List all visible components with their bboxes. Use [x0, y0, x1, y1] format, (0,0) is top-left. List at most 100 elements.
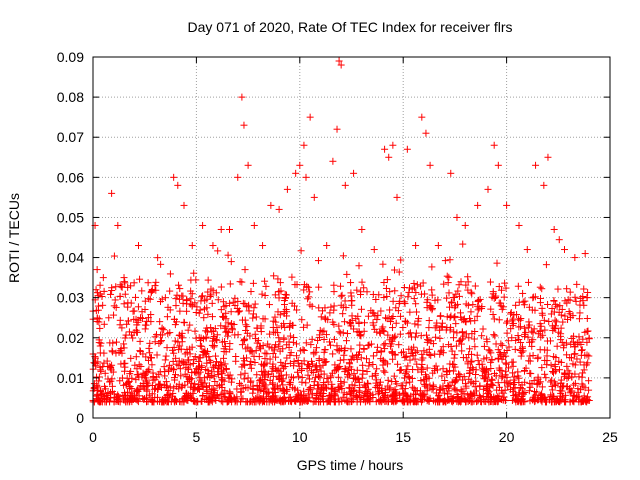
data-point — [443, 272, 451, 280]
data-point — [300, 323, 308, 331]
data-point — [130, 315, 138, 323]
data-point — [145, 344, 153, 352]
data-point — [261, 277, 269, 285]
data-point — [402, 379, 410, 387]
data-point — [142, 321, 150, 329]
data-point — [419, 391, 427, 399]
data-point — [402, 352, 410, 360]
data-point — [494, 161, 502, 169]
data-point — [105, 314, 113, 322]
data-point — [347, 345, 355, 353]
data-point — [389, 324, 397, 332]
data-point — [188, 242, 196, 250]
data-point — [129, 334, 137, 342]
data-point — [525, 357, 533, 365]
data-point — [307, 341, 315, 349]
data-point — [271, 291, 279, 299]
x-tick-label: 25 — [602, 429, 618, 445]
data-point — [420, 347, 428, 355]
data-point — [171, 395, 179, 403]
data-point — [343, 391, 351, 399]
data-point — [468, 357, 476, 365]
data-point — [538, 390, 546, 398]
data-point — [373, 348, 381, 356]
data-point — [578, 346, 586, 354]
data-point — [461, 221, 469, 229]
data-point — [387, 340, 395, 348]
data-point — [536, 283, 544, 291]
data-point — [304, 283, 312, 291]
data-point — [505, 380, 513, 388]
data-point — [196, 337, 204, 345]
data-point — [502, 352, 510, 360]
data-point — [112, 349, 120, 357]
data-point — [109, 339, 117, 347]
data-point — [196, 306, 204, 314]
data-point — [361, 398, 369, 406]
data-point — [507, 325, 515, 333]
data-point — [328, 380, 336, 388]
data-point — [552, 354, 560, 362]
data-point — [129, 307, 137, 315]
data-point — [540, 181, 548, 189]
data-point — [175, 295, 183, 303]
data-point — [330, 302, 338, 310]
data-point — [273, 367, 281, 375]
data-point — [265, 301, 273, 309]
data-point — [480, 342, 488, 350]
data-point — [93, 289, 101, 297]
data-point — [254, 397, 262, 405]
data-point — [246, 347, 254, 355]
data-point — [509, 358, 517, 366]
data-point — [561, 312, 569, 320]
data-point — [377, 355, 385, 363]
x-tick-label: 5 — [193, 429, 201, 445]
data-point — [471, 343, 479, 351]
data-point — [253, 381, 261, 389]
data-point — [339, 252, 347, 260]
data-point — [120, 344, 128, 352]
data-point — [200, 348, 208, 356]
data-point — [389, 335, 397, 343]
data-point — [274, 329, 282, 337]
data-point — [234, 173, 242, 181]
data-point — [561, 370, 569, 378]
data-point — [412, 348, 420, 356]
data-point — [228, 325, 236, 333]
data-point — [143, 317, 151, 325]
data-point — [410, 295, 418, 303]
data-point — [513, 395, 521, 403]
data-point — [141, 325, 149, 333]
data-point — [100, 287, 108, 295]
data-point — [372, 379, 380, 387]
data-point — [297, 391, 305, 399]
data-point — [210, 343, 218, 351]
data-point — [538, 383, 546, 391]
data-point — [261, 349, 269, 357]
data-point — [180, 201, 188, 209]
data-point — [502, 359, 510, 367]
data-point — [498, 374, 506, 382]
data-point — [200, 314, 208, 322]
data-point — [403, 368, 411, 376]
data-point — [412, 300, 420, 308]
data-point — [397, 292, 405, 300]
data-point — [551, 360, 559, 368]
data-point — [348, 398, 356, 406]
data-point — [170, 315, 178, 323]
data-point — [468, 290, 476, 298]
data-point — [145, 365, 153, 373]
data-point — [287, 373, 295, 381]
data-point — [380, 367, 388, 375]
data-point — [397, 256, 405, 264]
data-point — [139, 350, 147, 358]
data-point — [241, 316, 249, 324]
data-point — [321, 383, 329, 391]
data-point — [449, 360, 457, 368]
data-point — [126, 395, 134, 403]
data-point — [172, 354, 180, 362]
data-point — [443, 367, 451, 375]
data-point — [96, 281, 104, 289]
data-point — [358, 225, 366, 233]
